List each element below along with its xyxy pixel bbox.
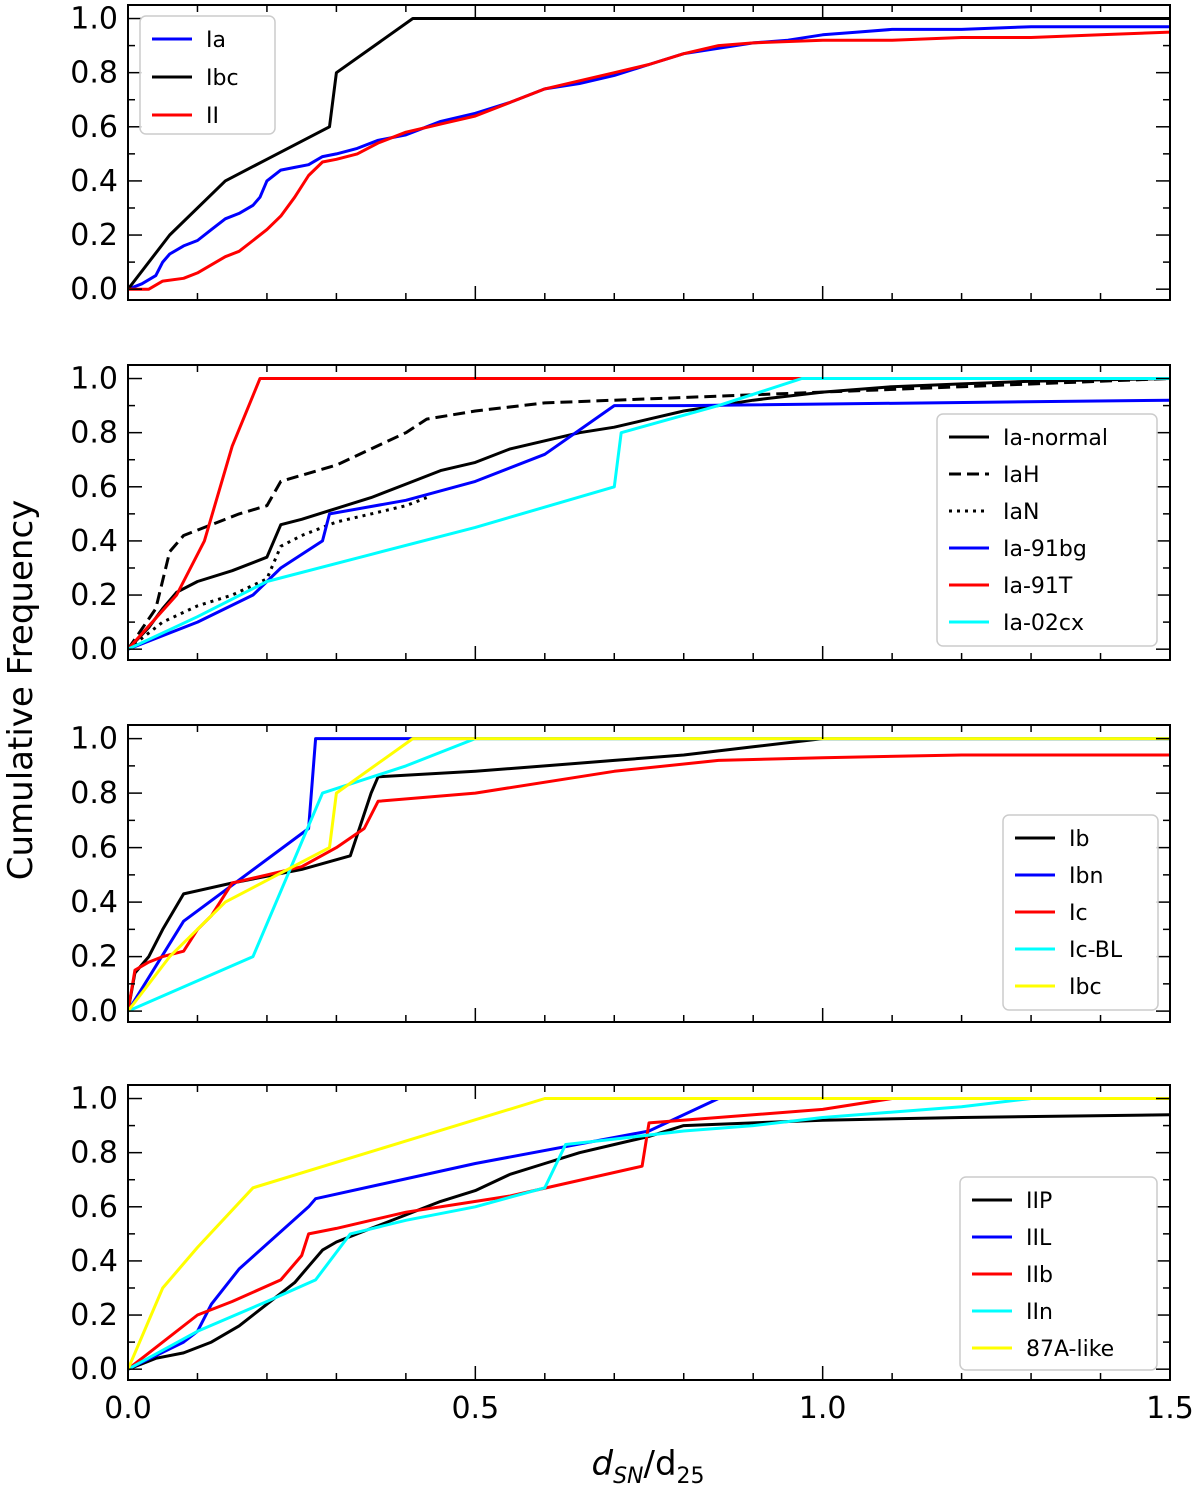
series-line-ia-91bg	[128, 398, 1170, 651]
y-tick-label: 0.8	[70, 56, 118, 91]
legend-label: Ia-normal	[1003, 426, 1108, 451]
legend-label: IIP	[1026, 1189, 1052, 1214]
legend-label: Ibc	[206, 66, 239, 91]
plot-frame	[127, 1084, 1171, 1381]
legend-label: IIb	[1026, 1263, 1053, 1288]
plot-frame	[127, 724, 1171, 1023]
y-tick-label: 0.8	[70, 1136, 118, 1171]
x-tick-label: 1.5	[1146, 1391, 1194, 1426]
y-tick-label: 0.8	[70, 776, 118, 811]
legend-label: Ic	[1069, 901, 1088, 926]
panel-1: 0.0 0.2 0.4 0.6 0.8 1.0 Ia Ibc II	[70, 2, 1171, 307]
y-tick-label: 0.0	[70, 632, 118, 667]
y-tick-label: 0.4	[70, 524, 118, 559]
y-tick-label: 0.0	[70, 994, 118, 1029]
series-line-ii	[128, 30, 1170, 291]
y-tick-label: 0.6	[70, 1190, 118, 1225]
legend-label: Ib	[1069, 827, 1089, 852]
series-group	[128, 1097, 1170, 1371]
y-tick-label: 1.0	[70, 722, 118, 757]
y-axis-label: Cumulative Frequency	[1, 500, 41, 881]
legend-label: Ia-02cx	[1003, 611, 1084, 636]
legend-label: II	[206, 104, 219, 129]
series-line-iah	[128, 377, 1170, 651]
y-tick-label: 0.6	[70, 110, 118, 145]
x-axis-label: dSN/d25	[591, 1444, 704, 1489]
x-axis-label-d: d	[591, 1444, 613, 1484]
series-line-87a-like	[128, 1097, 1170, 1370]
legend-frame	[936, 413, 1158, 647]
y-tick-label: 0.0	[70, 272, 118, 307]
series-line-ia-normal	[128, 377, 1170, 651]
y-tick-label: 0.4	[70, 885, 118, 920]
series-line-ib	[128, 737, 1170, 1012]
panel-3: 0.0 0.2 0.4 0.6 0.8 1.0 Ib Ibn Ic Ic-BL Ibc	[70, 722, 1171, 1029]
x-tick-label: 0.0	[104, 1391, 152, 1426]
series-line-ic	[128, 753, 1170, 1012]
y-tick-label: 1.0	[70, 1082, 118, 1117]
legend-label: IaN	[1003, 500, 1039, 525]
y-tick-label: 0.2	[70, 218, 118, 253]
x-tick-label: 1.0	[799, 1391, 847, 1426]
legend: Ia Ibc II	[139, 15, 276, 135]
series-line-iib	[128, 1097, 1170, 1371]
series-line-ia-91t	[128, 377, 1170, 651]
legend-label: Ibn	[1069, 864, 1103, 889]
plot-frame	[127, 4, 1171, 301]
x-tick-label: 0.5	[451, 1391, 499, 1426]
y-tick-label: 0.6	[70, 470, 118, 505]
series-line-ia-02cx	[128, 377, 1170, 651]
legend: Ia-normal IaH IaN Ia-91bg Ia-91T Ia-02cx	[936, 413, 1158, 647]
plot-frame	[127, 364, 1171, 661]
y-tick-label: 0.8	[70, 416, 118, 451]
legend: IIP IIL IIb IIn 87A-like	[959, 1176, 1158, 1371]
series-group	[128, 17, 1170, 291]
y-tick-label: 0.4	[70, 1244, 118, 1279]
legend-label: 87A-like	[1026, 1337, 1114, 1362]
y-tick-label: 0.2	[70, 1298, 118, 1333]
series-line-ian	[128, 496, 428, 651]
y-tick-label: 0.2	[70, 940, 118, 975]
y-tick-label: 0.4	[70, 164, 118, 199]
legend-label: Ic-BL	[1069, 938, 1123, 963]
legend-frame	[139, 15, 276, 135]
legend-frame	[959, 1176, 1158, 1371]
series-group	[128, 737, 1170, 1013]
x-axis-label-sub-sn: SN	[613, 1464, 643, 1489]
series-line-ia	[128, 25, 1170, 291]
legend-label: Ia-91T	[1003, 574, 1073, 599]
legend-label: IaH	[1003, 463, 1040, 488]
legend-label: Ia-91bg	[1003, 537, 1087, 562]
series-group	[128, 377, 1170, 651]
panel-2: 0.0 0.2 0.4 0.6 0.8 1.0 Ia-normal IaH IaN Ia-91bg…	[70, 362, 1171, 667]
legend-label: IIL	[1026, 1226, 1052, 1251]
y-tick-label: 0.6	[70, 831, 118, 866]
y-tick-label: 0.2	[70, 578, 118, 613]
series-line-iin	[128, 1097, 1170, 1371]
series-line-ibc	[128, 737, 1170, 1013]
x-axis-label-sub-25: 25	[677, 1464, 705, 1489]
legend: Ib Ibn Ic Ic-BL Ibc	[1002, 814, 1159, 1011]
legend-label: IIn	[1026, 1300, 1053, 1325]
y-tick-label: 1.0	[70, 2, 118, 37]
series-line-ibc	[128, 17, 1170, 291]
y-tick-label: 0.0	[70, 1352, 118, 1387]
x-axis-label-mid: /d	[643, 1444, 676, 1484]
series-line-iip	[128, 1113, 1170, 1371]
panel-4: 0.00.20.40.60.81.00.0 0.5 1.0 1.5IIPIILIIbI…	[70, 1082, 1194, 1426]
legend-label: Ibc	[1069, 975, 1102, 1000]
legend-frame	[1002, 814, 1159, 1011]
panels-group: 0.0 0.2 0.4 0.6 0.8 1.0 Ia Ibc II 0.0 0.2 0.4 0.6 0.8…	[70, 2, 1194, 1426]
y-tick-label: 1.0	[70, 362, 118, 397]
legend-label: Ia	[206, 28, 226, 53]
